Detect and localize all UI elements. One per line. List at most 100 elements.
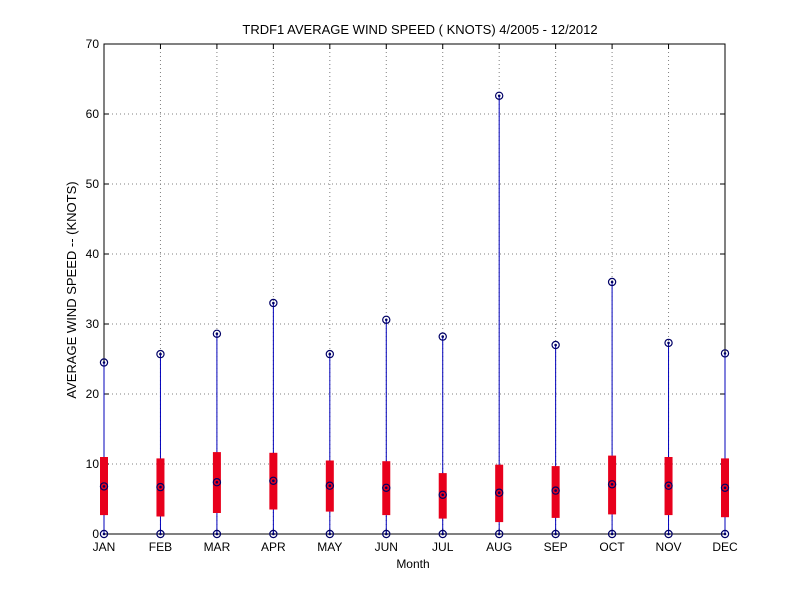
median-marker-dot — [215, 480, 219, 484]
y-tick-label: 20 — [86, 387, 100, 401]
median-marker — [99, 482, 109, 491]
min-marker — [325, 529, 335, 539]
min-marker — [382, 529, 391, 539]
max-marker-dot — [723, 352, 727, 355]
min-marker-dot — [215, 532, 219, 536]
max-marker — [156, 349, 165, 359]
median-marker — [156, 482, 165, 492]
y-tick-label: 10 — [86, 457, 100, 471]
x-tick-label: JUN — [375, 540, 398, 554]
median-marker — [720, 483, 730, 492]
x-tick-label: DEC — [712, 540, 738, 554]
y-tick-label: 60 — [86, 107, 100, 121]
max-marker-dot — [328, 352, 332, 356]
median-marker-dot — [610, 483, 614, 486]
y-tick-label: 30 — [86, 317, 100, 331]
min-marker-dot — [554, 532, 557, 536]
tick-labels: 0 10 20 30 40 50 60 70 JAN FEB MAR APR MAY JUN JUL AUG S… — [86, 37, 738, 554]
box-sep — [551, 340, 560, 539]
max-marker-dot — [610, 280, 614, 284]
plot-frame — [103, 43, 726, 535]
y-tick-label: 50 — [86, 177, 100, 191]
max-marker — [551, 340, 560, 350]
box-nov — [664, 338, 673, 539]
min-marker-dot — [667, 532, 670, 536]
box-oct — [607, 277, 617, 539]
max-marker — [269, 298, 278, 308]
max-marker-dot — [667, 341, 670, 345]
box-aug — [494, 91, 504, 539]
min-marker — [212, 529, 222, 539]
median-marker-dot — [102, 485, 106, 488]
max-marker-dot — [384, 318, 388, 322]
max-marker — [494, 91, 504, 101]
median-marker — [664, 481, 673, 490]
x-tick-label: APR — [261, 540, 286, 554]
median-marker-dot — [497, 491, 501, 495]
min-marker — [99, 529, 109, 539]
box-apr — [269, 298, 278, 539]
axis-ticks — [103, 43, 726, 535]
min-marker-dot — [272, 532, 275, 536]
median-marker — [607, 480, 617, 489]
max-marker-dot — [497, 94, 501, 98]
x-tick-label: AUG — [486, 540, 512, 554]
max-marker — [607, 277, 617, 287]
max-marker — [382, 315, 391, 324]
y-tick-label: 40 — [86, 247, 100, 261]
max-marker-dot — [159, 352, 162, 356]
median-marker — [212, 478, 222, 487]
min-marker — [438, 529, 447, 539]
max-marker — [99, 358, 109, 367]
grid-lines — [104, 44, 725, 534]
max-marker — [438, 332, 447, 341]
x-tick-label: JAN — [93, 540, 116, 554]
box-marks — [99, 91, 730, 539]
x-tick-label: JUL — [432, 540, 454, 554]
median-marker — [269, 476, 278, 485]
max-marker-dot — [102, 361, 106, 364]
min-marker-dot — [159, 532, 162, 536]
max-marker-dot — [441, 335, 445, 338]
min-marker — [551, 529, 560, 539]
max-marker — [212, 329, 222, 338]
min-marker-dot — [497, 532, 501, 536]
y-tick-label: 70 — [86, 37, 100, 51]
min-marker — [494, 529, 504, 539]
chart-title: TRDF1 AVERAGE WIND SPEED ( KNOTS) 4/2005… — [242, 22, 597, 37]
box-feb — [156, 349, 165, 539]
median-marker-dot — [159, 485, 162, 489]
x-tick-label: NOV — [656, 540, 682, 554]
x-tick-label: SEP — [544, 540, 568, 554]
max-marker-dot — [215, 332, 219, 336]
median-marker-dot — [667, 484, 670, 488]
min-marker — [607, 529, 617, 539]
box-dec — [720, 349, 730, 539]
x-tick-label: FEB — [149, 540, 172, 554]
median-marker-dot — [328, 484, 332, 488]
max-marker-dot — [272, 301, 275, 305]
min-marker — [269, 529, 278, 539]
y-axis-label: AVERAGE WIND SPEED -- (KNOTS) — [64, 181, 79, 398]
x-tick-label: MAY — [317, 540, 342, 554]
median-marker-dot — [723, 486, 727, 490]
min-marker-dot — [328, 532, 332, 536]
box-jun — [382, 315, 391, 539]
x-axis-label: Month — [396, 557, 429, 571]
median-marker-dot — [554, 489, 557, 492]
min-marker-dot — [102, 532, 106, 536]
box-may — [325, 349, 335, 539]
median-marker — [325, 481, 335, 490]
min-marker-dot — [441, 532, 445, 536]
max-marker — [720, 349, 730, 358]
median-marker — [551, 486, 560, 495]
median-marker-dot — [272, 479, 275, 483]
max-marker — [664, 338, 673, 348]
min-marker — [664, 529, 673, 539]
median-marker — [382, 483, 391, 492]
x-tick-label: MAR — [204, 540, 231, 554]
min-marker-dot — [610, 532, 614, 536]
min-marker-dot — [723, 532, 727, 536]
